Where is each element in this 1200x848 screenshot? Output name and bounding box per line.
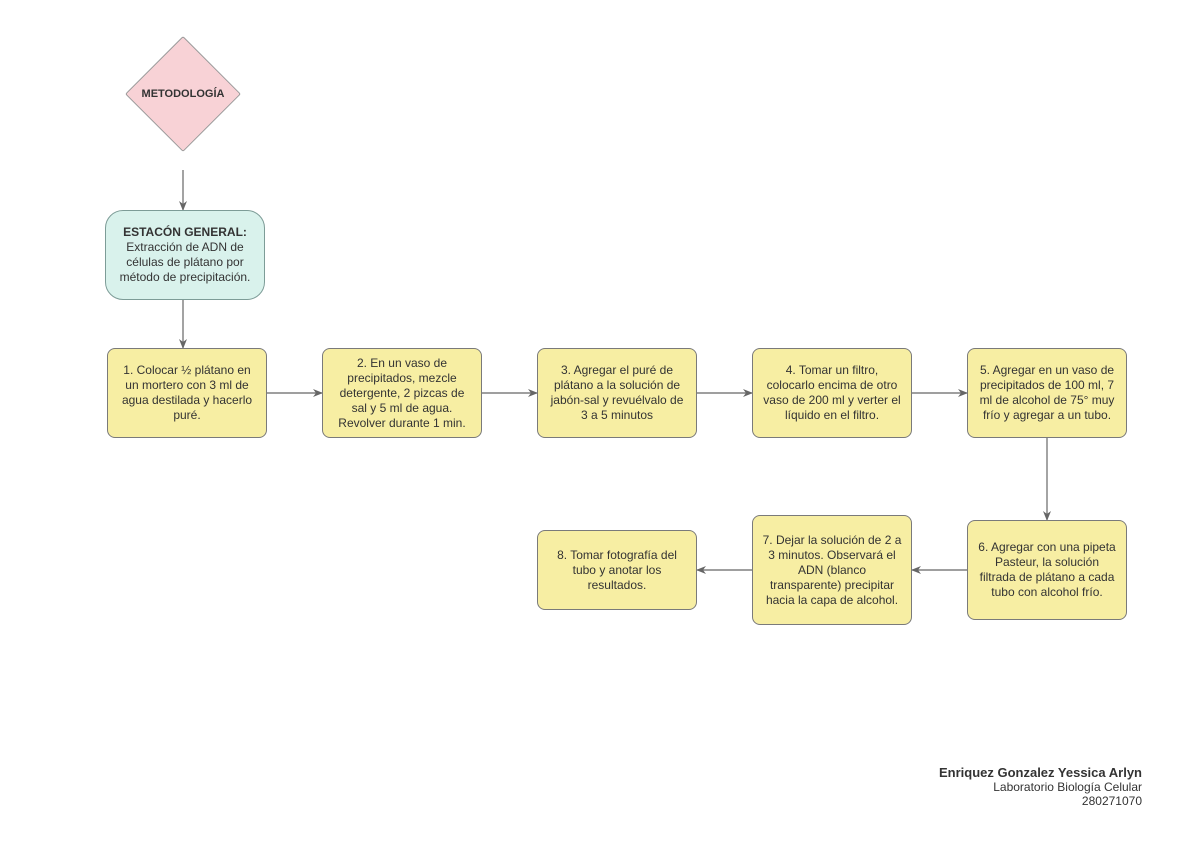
ellipse-estacion-general: ESTACÓN GENERAL: Extracción de ADN de cé… — [105, 210, 265, 300]
step-8: 8. Tomar fotografía del tubo y anotar lo… — [537, 530, 697, 610]
flowchart-canvas: METODOLOGÍA ESTACÓN GENERAL: Extracción … — [0, 0, 1200, 848]
ellipse-title: ESTACÓN GENERAL: — [123, 225, 247, 239]
ellipse-body: Extracción de ADN de células de plátano … — [120, 240, 251, 284]
step-6: 6. Agregar con una pipeta Pasteur, la so… — [967, 520, 1127, 620]
ellipse-text: ESTACÓN GENERAL: Extracción de ADN de cé… — [114, 225, 256, 285]
diamond-metodologia: METODOLOGÍA — [125, 36, 241, 152]
step-5: 5. Agregar en un vaso de precipitados de… — [967, 348, 1127, 438]
step-1: 1. Colocar ½ plátano en un mortero con 3… — [107, 348, 267, 438]
diamond-label: METODOLOGÍA — [125, 36, 241, 152]
footer-name: Enriquez Gonzalez Yessica Arlyn — [939, 765, 1142, 780]
step-3: 3. Agregar el puré de plátano a la soluc… — [537, 348, 697, 438]
footer-credits: Enriquez Gonzalez Yessica Arlyn Laborato… — [939, 765, 1142, 808]
step-7: 7. Dejar la solución de 2 a 3 minutos. O… — [752, 515, 912, 625]
footer-lab: Laboratorio Biología Celular — [939, 780, 1142, 794]
step-4: 4. Tomar un filtro, colocarlo encima de … — [752, 348, 912, 438]
footer-id: 280271070 — [939, 794, 1142, 808]
step-2: 2. En un vaso de precipitados, mezcle de… — [322, 348, 482, 438]
